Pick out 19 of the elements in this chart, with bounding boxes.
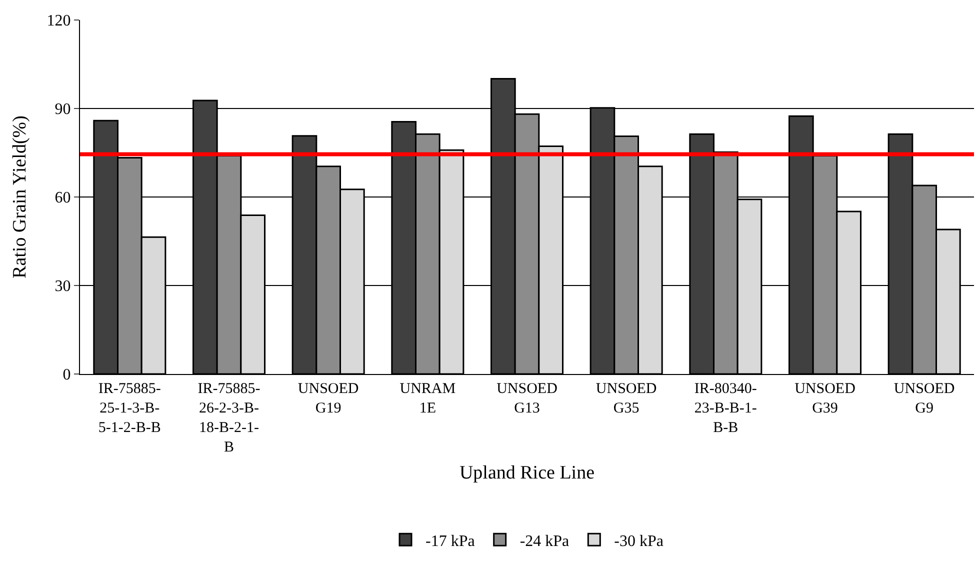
y-tick-label: 0 <box>62 366 71 384</box>
x-tick-label: UNRAM 1E <box>400 381 456 416</box>
legend-label: -30 kPa <box>614 532 664 550</box>
y-tick-label: 120 <box>46 12 71 30</box>
x-tick-label: IR-80340-23-B-B-1-B-B <box>694 381 757 436</box>
y-tick-label: 60 <box>54 190 71 207</box>
x-axis-title: Upland Rice Line <box>459 462 595 484</box>
x-tick-label: IR-75885-26-2-3-B-18-B-2-1-B <box>198 381 260 456</box>
legend-label: -17 kPa <box>426 532 475 550</box>
x-tick-label: UNSOED G19 <box>298 381 359 416</box>
x-tick-label: UNSOED G9 <box>894 381 955 416</box>
y-tick-label: 30 <box>54 278 71 296</box>
x-tick-label: UNSOED G39 <box>794 381 856 416</box>
legend-label: -24 kPa <box>520 532 570 550</box>
y-tick-label: 90 <box>54 101 71 118</box>
x-tick-label: UNSOED G13 <box>496 381 558 416</box>
y-axis-title: Ratio Grain Yield(%) <box>10 116 31 278</box>
x-tick-label: IR-75885-25-1-3-B-5-1-2-B-B <box>98 381 161 436</box>
x-tick-label: UNSOED G35 <box>596 381 657 416</box>
